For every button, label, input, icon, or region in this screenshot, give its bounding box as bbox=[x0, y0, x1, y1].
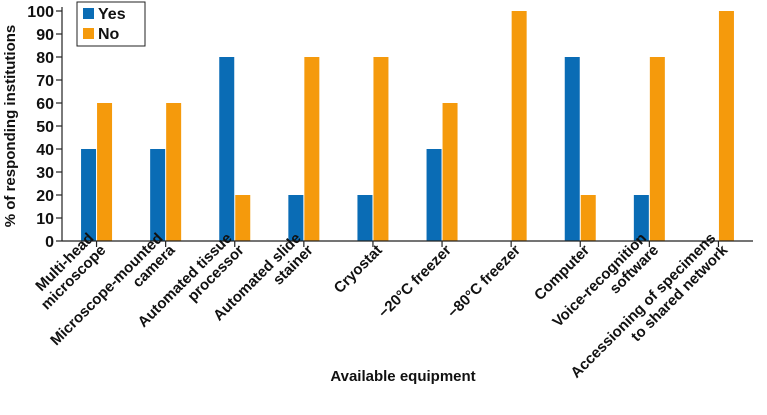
bars-group bbox=[81, 11, 734, 241]
y-tick-label: 30 bbox=[36, 165, 54, 182]
bar-no-9 bbox=[718, 11, 734, 241]
bar-no-0 bbox=[97, 103, 113, 241]
x-tick-label: Cryostat bbox=[331, 242, 386, 297]
legend-label-yes: Yes bbox=[98, 6, 126, 23]
y-tick-label: 60 bbox=[36, 96, 54, 113]
bar-yes-3 bbox=[288, 195, 304, 241]
y-axis-title: % of responding institutions bbox=[2, 25, 19, 228]
y-tick-label: 20 bbox=[36, 188, 54, 205]
x-axis-title: Available equipment bbox=[330, 368, 475, 385]
y-tick-label: 90 bbox=[36, 27, 54, 44]
bar-no-8 bbox=[649, 57, 665, 241]
y-axis: 0 10 20 30 40 50 60 70 80 90 100 bbox=[27, 4, 63, 251]
y-tick-label: 50 bbox=[36, 119, 54, 136]
x-tick-label: −80°C freezer bbox=[444, 242, 524, 322]
y-tick-label: 100 bbox=[27, 4, 54, 21]
y-tick-label: 10 bbox=[36, 211, 54, 228]
y-tick-label: 70 bbox=[36, 73, 54, 90]
bar-yes-2 bbox=[219, 57, 235, 241]
legend-swatch-yes bbox=[83, 8, 94, 19]
bar-yes-1 bbox=[150, 149, 166, 241]
bar-yes-8 bbox=[633, 195, 649, 241]
bar-yes-5 bbox=[426, 149, 442, 241]
legend-swatch-no bbox=[83, 28, 94, 39]
y-tick-label: 0 bbox=[45, 234, 54, 251]
y-tick-label: 40 bbox=[36, 142, 54, 159]
bar-no-6 bbox=[511, 11, 527, 241]
y-tick-label: 80 bbox=[36, 50, 54, 67]
bar-no-1 bbox=[166, 103, 182, 241]
bar-no-3 bbox=[304, 57, 320, 241]
bar-no-2 bbox=[235, 195, 251, 241]
bar-yes-0 bbox=[81, 149, 97, 241]
legend: Yes No bbox=[76, 1, 146, 47]
bar-yes-4 bbox=[357, 195, 373, 241]
bar-no-4 bbox=[373, 57, 389, 241]
bar-no-7 bbox=[580, 195, 596, 241]
bar-yes-7 bbox=[564, 57, 580, 241]
bar-no-5 bbox=[442, 103, 458, 241]
legend-label-no: No bbox=[98, 26, 120, 43]
